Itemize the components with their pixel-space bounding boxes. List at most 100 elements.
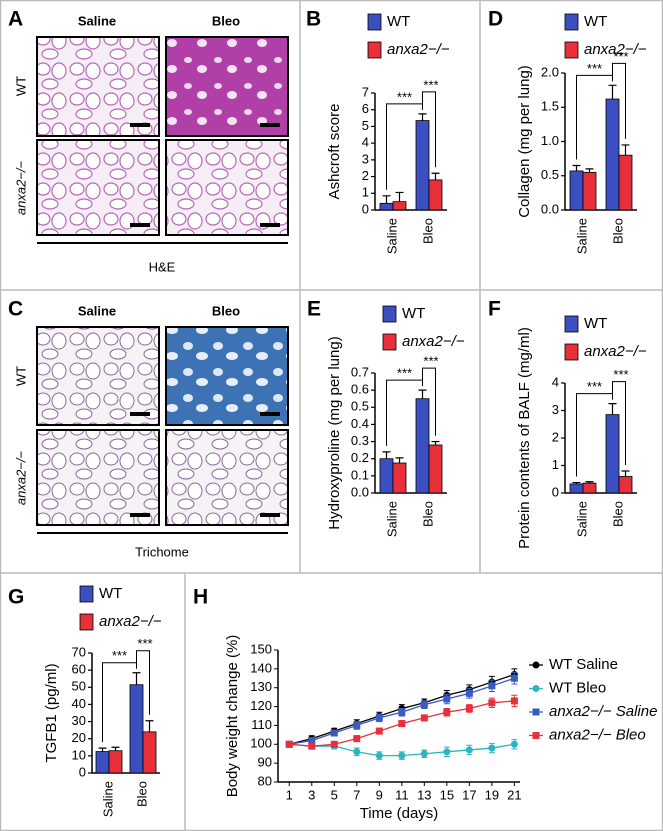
y-axis-label: Protein contents of BALF (mg/ml) bbox=[516, 327, 533, 549]
bar bbox=[108, 750, 123, 774]
scale-bar bbox=[130, 223, 150, 227]
y-tick-label: 110 bbox=[251, 717, 272, 732]
histology-image bbox=[36, 429, 160, 526]
bar bbox=[428, 444, 443, 494]
marker bbox=[443, 695, 451, 703]
legend-label: anxa2−/− bbox=[584, 343, 647, 360]
legend-label: WT bbox=[99, 585, 122, 602]
y-tick-label: 0 bbox=[362, 201, 369, 216]
caption: Trichome bbox=[135, 544, 189, 559]
y-tick-label: 60 bbox=[72, 662, 86, 677]
legend-label: WT Saline bbox=[549, 656, 618, 673]
legend-label: anxa2−/− bbox=[584, 41, 647, 58]
error-bar bbox=[418, 113, 427, 121]
y-tick-label: 70 bbox=[72, 644, 86, 659]
legend-label: WT bbox=[387, 13, 410, 30]
error-bar bbox=[395, 191, 404, 202]
panel-letter: A bbox=[8, 8, 23, 31]
panel-letter: H bbox=[193, 586, 208, 609]
x-tick-label: 3 bbox=[308, 787, 315, 802]
panel-a: A Saline Bleo WT anxa2−/− H&E bbox=[8, 8, 289, 274]
marker bbox=[353, 735, 361, 743]
significance: *** bbox=[397, 89, 412, 104]
y-axis-label: Hydroxyproline (mg per lung) bbox=[326, 336, 343, 529]
bar bbox=[605, 414, 620, 494]
y-tick-label: 0.6 bbox=[351, 382, 369, 397]
y-tick-label: 130 bbox=[250, 679, 272, 694]
column-label: Bleo bbox=[212, 13, 240, 28]
x-tick-label: Bleo bbox=[134, 781, 149, 807]
marker bbox=[488, 744, 496, 752]
histology-image bbox=[36, 139, 160, 236]
y-tick-label: 0.2 bbox=[351, 450, 369, 465]
y-tick-label: 3 bbox=[552, 402, 559, 417]
legend-label: anxa2−/− Saline bbox=[549, 703, 657, 720]
y-tick-label: 5 bbox=[362, 118, 369, 133]
error-bar bbox=[98, 747, 107, 752]
y-tick-label: 140 bbox=[250, 660, 272, 675]
histology-image bbox=[36, 36, 160, 137]
y-tick-label: 0.3 bbox=[351, 433, 369, 448]
legend-swatch bbox=[367, 41, 382, 59]
significance: *** bbox=[137, 636, 152, 651]
error-bar bbox=[145, 720, 154, 732]
bar bbox=[415, 398, 430, 494]
legend-marker bbox=[532, 708, 540, 716]
marker bbox=[330, 740, 338, 748]
y-tick-label: 7 bbox=[362, 84, 369, 99]
marker bbox=[375, 752, 383, 760]
marker bbox=[510, 674, 518, 682]
row-label: WT bbox=[13, 76, 28, 96]
panel-letter: G bbox=[8, 586, 24, 609]
x-tick-label: 9 bbox=[376, 787, 383, 802]
y-tick-label: 4 bbox=[362, 135, 369, 150]
error-bar bbox=[395, 457, 404, 463]
x-tick-label: 21 bbox=[507, 787, 521, 802]
y-tick-label: 80 bbox=[258, 773, 272, 788]
x-tick-label: 1 bbox=[286, 787, 293, 802]
y-tick-label: 2 bbox=[552, 429, 559, 444]
bracket bbox=[136, 650, 150, 715]
y-tick-label: 90 bbox=[258, 755, 272, 770]
scale-bar bbox=[260, 513, 280, 517]
bar bbox=[605, 98, 620, 211]
x-tick-label: 5 bbox=[331, 787, 338, 802]
x-tick-label: Bleo bbox=[610, 218, 625, 244]
column-label: Bleo bbox=[212, 303, 240, 318]
legend-swatch bbox=[564, 343, 579, 361]
x-tick-label: 15 bbox=[440, 787, 454, 802]
marker bbox=[398, 752, 406, 760]
marker bbox=[285, 740, 293, 748]
significance: *** bbox=[587, 61, 602, 76]
y-axis-label: Ashcroft score bbox=[326, 104, 343, 200]
y-tick-label: 40 bbox=[72, 696, 86, 711]
marker bbox=[308, 737, 316, 745]
marker bbox=[488, 699, 496, 707]
histology-image bbox=[165, 36, 289, 137]
legend-label: WT Bleo bbox=[549, 679, 606, 696]
marker bbox=[488, 682, 496, 690]
panel-letter: D bbox=[488, 8, 503, 31]
x-tick-label: 7 bbox=[353, 787, 360, 802]
histology-image bbox=[165, 429, 289, 526]
error-bar bbox=[585, 168, 594, 173]
scale-bar bbox=[130, 123, 150, 127]
x-tick-label: Bleo bbox=[420, 218, 435, 244]
significance: *** bbox=[613, 367, 628, 382]
y-tick-label: 1 bbox=[362, 185, 369, 200]
x-tick-label: Saline bbox=[574, 501, 589, 537]
y-tick-label: 1 bbox=[552, 457, 559, 472]
y-axis-label: Collagen (mg per lung) bbox=[516, 65, 533, 218]
x-tick-label: 11 bbox=[395, 787, 409, 802]
scale-bar bbox=[260, 223, 280, 227]
error-bar bbox=[132, 672, 141, 685]
bar bbox=[392, 462, 407, 494]
legend-swatch bbox=[367, 13, 382, 31]
y-tick-label: 2 bbox=[362, 168, 369, 183]
legend-label: WT bbox=[584, 13, 607, 30]
error-bar bbox=[621, 144, 630, 156]
y-tick-label: 0 bbox=[552, 484, 559, 499]
legend-swatch bbox=[79, 585, 94, 603]
legend-label: anxa2−/− bbox=[99, 613, 162, 630]
bracket bbox=[612, 62, 626, 139]
